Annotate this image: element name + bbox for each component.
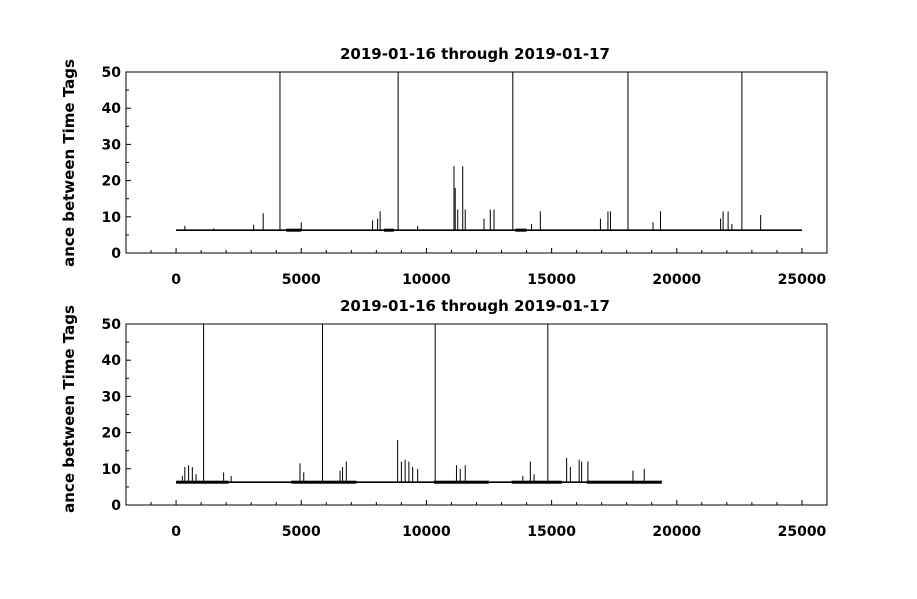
top-ytick-label: 20 (102, 174, 122, 190)
top-xtick-label: 10000 (402, 272, 451, 288)
bottom-xtick-label: 25000 (778, 524, 827, 540)
bottom-ytick-label: 50 (102, 317, 122, 333)
top-xtick-label: 0 (171, 272, 181, 288)
top-ytick-label: 0 (111, 246, 121, 262)
top-chart-title: 2019-01-16 through 2019-01-17 (340, 45, 610, 63)
bottom-chart-ylabel: ance between Time Tags (60, 305, 78, 513)
top-ytick-label: 30 (102, 137, 122, 153)
top-series-dense-segment (286, 228, 302, 232)
bottom-chart-panel: 2019-01-16 through 2019-01-17 ance betwe… (60, 297, 828, 540)
bottom-series-dense-segment (586, 480, 662, 484)
bottom-xtick-label: 15000 (527, 524, 576, 540)
top-xtick-label: 20000 (652, 272, 701, 288)
top-chart-ylabel: ance between Time Tags (60, 59, 78, 267)
bottom-ytick-label: 30 (102, 389, 122, 405)
bottom-ytick-label: 0 (111, 498, 121, 514)
bottom-series-dense-segment (291, 480, 357, 484)
top-ytick-label: 50 (102, 65, 122, 81)
bottom-xtick-label: 10000 (402, 524, 451, 540)
bottom-xtick-label: 0 (171, 524, 181, 540)
bottom-xtick-label: 5000 (282, 524, 321, 540)
top-xtick-label: 25000 (778, 272, 827, 288)
top-plot-frame (125, 71, 828, 254)
top-xtick-label: 15000 (527, 272, 576, 288)
bottom-ytick-label: 20 (102, 426, 122, 442)
bottom-series-dense-segment (176, 480, 229, 484)
top-ytick-label: 10 (102, 210, 122, 226)
top-chart-panel: 2019-01-16 through 2019-01-17 ance betwe… (60, 45, 828, 288)
bottom-ytick-label: 10 (102, 462, 122, 478)
bottom-series-dense-segment (433, 480, 490, 484)
top-series-dense-segment (383, 228, 394, 232)
bottom-xtick-label: 20000 (652, 524, 701, 540)
top-xtick-label: 5000 (282, 272, 321, 288)
bottom-series-dense-segment (511, 480, 562, 484)
top-series-dense-segment (515, 228, 527, 232)
bottom-ytick-label: 40 (102, 353, 122, 369)
bottom-chart-title: 2019-01-16 through 2019-01-17 (340, 297, 610, 315)
top-ytick-label: 40 (102, 101, 122, 117)
